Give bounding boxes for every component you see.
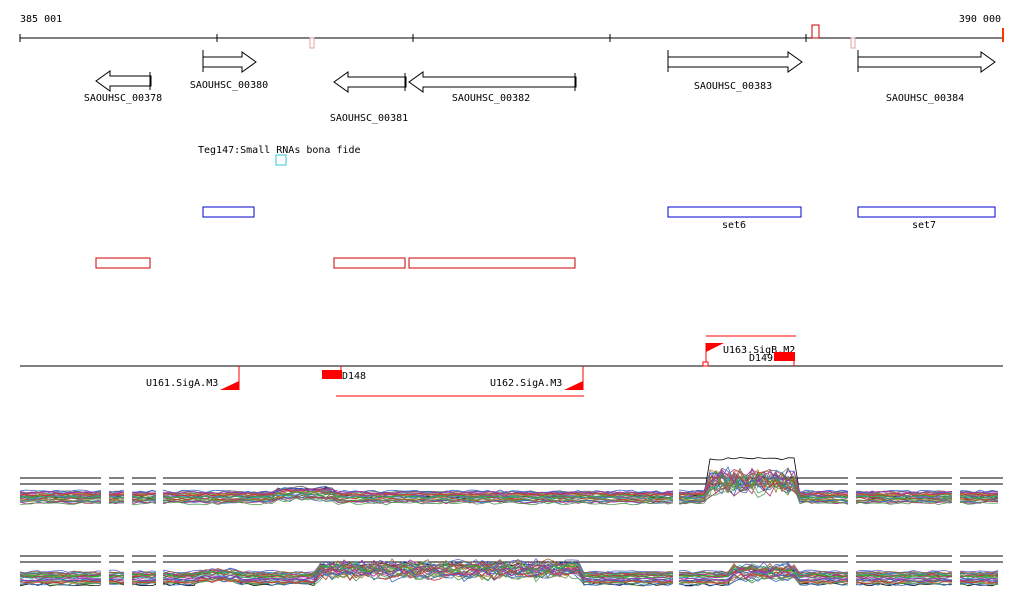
coverage-gap [124, 470, 132, 520]
terminator-label: D149 [749, 353, 773, 364]
gene-SAOUHSC_00384[interactable]: SAOUHSC_00384 [857, 50, 996, 104]
coverage-gap [673, 545, 679, 595]
set-box-set6[interactable] [667, 206, 802, 218]
coverage-gap [952, 545, 960, 595]
gene-SAOUHSC_00381[interactable]: SAOUHSC_00381 [330, 71, 408, 124]
expression-gaps [101, 470, 960, 520]
red-feature-track [95, 257, 576, 269]
operon-set-track: set6 set7 [202, 206, 996, 231]
gene-label: SAOUHSC_00382 [452, 93, 530, 104]
gene-track: SAOUHSC_00378 SAOUHSC_00380 SAOUHSC_0038… [84, 50, 996, 124]
gene-arrow[interactable] [408, 71, 577, 93]
coverage-gap [156, 545, 163, 595]
srna-track: Teg147:Small RNAs bona fide [198, 145, 361, 166]
promoter-label: U163.SigB.M2 [723, 345, 795, 356]
coverage-gap [673, 470, 679, 520]
coverage-gap [124, 545, 132, 595]
expression-line [19, 569, 999, 585]
promoter-flag[interactable] [564, 381, 583, 390]
gene-SAOUHSC_00380[interactable]: SAOUHSC_00380 [190, 50, 268, 91]
expression-lines [19, 558, 999, 587]
ruler-gap-marker [309, 37, 315, 49]
promoter-flag[interactable] [706, 343, 724, 352]
coverage-gap [156, 470, 163, 520]
gene-arrow[interactable] [333, 71, 407, 93]
expression-gaps [101, 545, 960, 595]
red-feature-box[interactable] [333, 257, 406, 269]
ruler-end-label: 390 000 [959, 14, 1001, 25]
set-label: set6 [722, 220, 746, 231]
expression-line [19, 558, 999, 575]
expression-line [19, 467, 999, 495]
set-box[interactable] [202, 206, 255, 218]
expression-track-2 [19, 545, 1003, 595]
guide-lines [20, 477, 1003, 485]
expression-line [19, 479, 999, 506]
terminator-D148[interactable] [322, 370, 342, 379]
srna-label: Teg147:Small RNAs bona fide [198, 145, 361, 156]
expression-line [19, 465, 999, 494]
expression-line [19, 568, 999, 584]
terminator-label: D148 [342, 371, 366, 382]
srna-feature[interactable] [275, 154, 287, 166]
gene-label: SAOUHSC_00378 [84, 93, 162, 104]
expression-line [19, 472, 999, 499]
gene-SAOUHSC_00383[interactable]: SAOUHSC_00383 [667, 50, 803, 92]
promoter-label: U162.SigA.M3 [490, 378, 562, 389]
gene-arrow[interactable] [202, 51, 257, 73]
coverage-gap [101, 470, 109, 520]
coverage-gap [848, 545, 856, 595]
expression-lines [19, 457, 999, 506]
expression-track-1 [19, 457, 1003, 520]
coverage-gap [952, 470, 960, 520]
set-label: set7 [912, 220, 936, 231]
gene-label: SAOUHSC_00383 [694, 81, 772, 92]
gene-SAOUHSC_00378[interactable]: SAOUHSC_00378 [84, 70, 162, 104]
expression-line [19, 561, 999, 578]
gene-label: SAOUHSC_00384 [886, 93, 964, 104]
coordinate-ruler: 385 001 390 000 [19, 14, 1004, 49]
ruler-feature-marker [811, 24, 820, 39]
expression-line [19, 475, 999, 503]
set-box-set7[interactable] [857, 206, 996, 218]
gene-arrow[interactable] [667, 51, 803, 73]
gene-label: SAOUHSC_00380 [190, 80, 268, 91]
coverage-gap [848, 470, 856, 520]
terminator-D149[interactable] [774, 352, 795, 361]
expression-line [19, 565, 999, 582]
regulatory-track: U163.SigB.M2 D149 U161.SigA.M3 D148 U162… [20, 335, 1003, 397]
expression-line [19, 474, 999, 502]
ruler-gap-marker [850, 37, 856, 49]
red-feature-box[interactable] [408, 257, 576, 269]
gene-arrow[interactable] [857, 51, 996, 73]
gene-SAOUHSC_00382[interactable]: SAOUHSC_00382 [408, 71, 577, 104]
coverage-gap [101, 545, 109, 595]
promoter-foot [702, 361, 709, 367]
red-feature-box[interactable] [95, 257, 151, 269]
gene-label: SAOUHSC_00381 [330, 113, 408, 124]
gene-arrow[interactable] [95, 70, 152, 92]
promoter-flag[interactable] [220, 381, 239, 390]
ruler-start-label: 385 001 [20, 14, 62, 25]
promoter-label: U161.SigA.M3 [146, 378, 218, 389]
